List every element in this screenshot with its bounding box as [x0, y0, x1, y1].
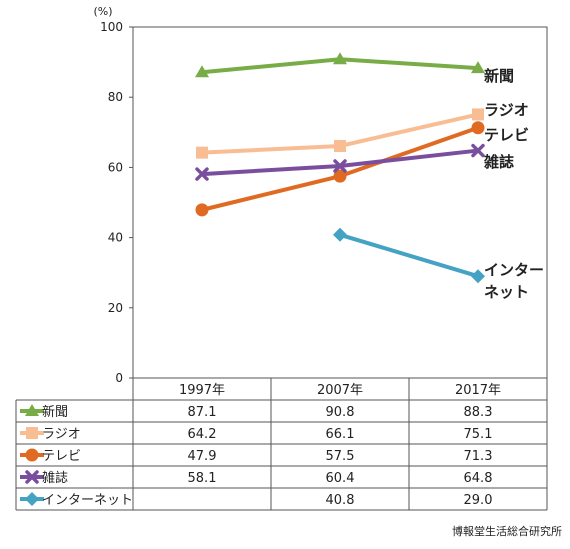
- data-point: [471, 269, 485, 284]
- legend-label: テレビ: [42, 449, 81, 464]
- data-point: [471, 121, 485, 135]
- table-cell-value: 64.2: [188, 427, 217, 442]
- data-point: [471, 61, 485, 74]
- data-point: [471, 143, 485, 158]
- table-cell-value: 40.8: [326, 493, 355, 508]
- table-cell-value: 57.5: [326, 449, 355, 464]
- y-tick-label: 20: [108, 301, 123, 315]
- series-end-label: テレビ: [484, 126, 529, 144]
- data-point: [472, 108, 484, 121]
- table-cell-value: 58.1: [188, 471, 217, 486]
- x-category-label: 2017年: [455, 383, 501, 398]
- table-cell-value: 60.4: [326, 471, 355, 486]
- source-note: 博報堂生活総合研究所: [452, 525, 562, 538]
- data-point: [333, 159, 347, 173]
- table-cell-value: 66.1: [326, 427, 355, 442]
- y-tick-label: 40: [108, 231, 123, 245]
- data-point: [195, 167, 209, 181]
- data-point: [195, 65, 209, 78]
- data-point: [333, 169, 347, 183]
- legend-label: インターネット: [42, 493, 133, 508]
- legend-label: 雑誌: [42, 470, 68, 486]
- y-tick-label: 100: [100, 20, 123, 34]
- series-end-label: 雑誌: [483, 153, 514, 171]
- legend-label: ラジオ: [42, 427, 81, 442]
- legend-key-marker: [25, 448, 39, 462]
- table-cell-value: 64.8: [464, 471, 493, 486]
- data-point: [195, 203, 209, 217]
- series-end-label: ネット: [484, 283, 529, 301]
- series-end-label: インター: [484, 261, 544, 279]
- data-point: [333, 52, 347, 65]
- table-cell-value: 87.1: [188, 405, 217, 420]
- y-tick-label: 60: [108, 160, 123, 174]
- legend-label: 新聞: [42, 404, 68, 420]
- y-unit-label: (%): [93, 5, 112, 18]
- y-tick-label: 80: [108, 90, 123, 104]
- table-cell-value: 90.8: [326, 405, 355, 420]
- data-point: [333, 227, 347, 242]
- table-cell-value: 71.3: [464, 449, 493, 464]
- legend-key-marker: [26, 427, 38, 439]
- table-cell-value: 29.0: [464, 493, 493, 508]
- data-point: [196, 146, 208, 159]
- data-point: [334, 139, 346, 152]
- y-tick-label: 0: [115, 371, 123, 385]
- legend-key-marker: [25, 404, 39, 416]
- x-category-label: 1997年: [179, 383, 225, 398]
- series-line-4: [339, 232, 479, 279]
- table-cell-value: 47.9: [188, 449, 217, 464]
- series-end-label: 新聞: [484, 67, 514, 85]
- legend-key-marker: [25, 492, 39, 506]
- x-category-label: 2007年: [317, 383, 363, 398]
- table-cell-value: 88.3: [464, 405, 493, 420]
- series-end-label: ラジオ: [484, 101, 529, 119]
- legend-key-marker: [25, 470, 39, 484]
- table-cell-value: 75.1: [464, 427, 493, 442]
